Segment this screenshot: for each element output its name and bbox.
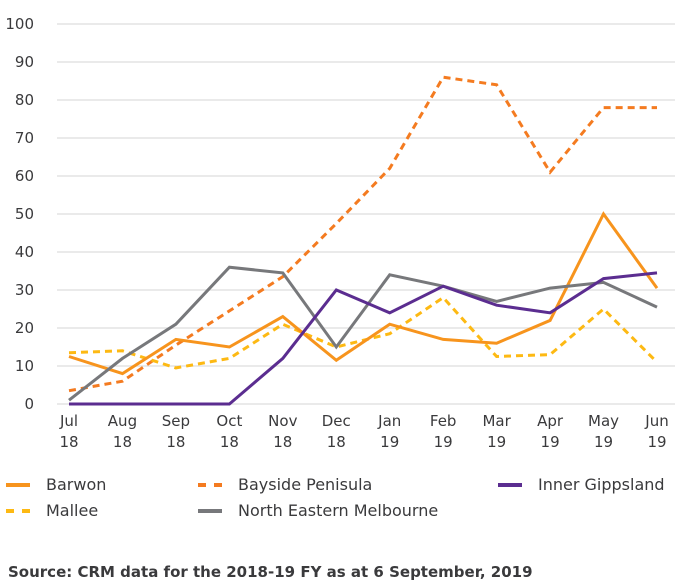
y-tick-label: 80 <box>15 91 34 109</box>
x-tick-label-month: Jun <box>644 412 668 430</box>
y-tick-label: 70 <box>15 129 34 147</box>
y-tick-label: 90 <box>15 53 34 71</box>
y-tick-label: 100 <box>5 15 34 33</box>
x-tick-label-month: Nov <box>268 412 297 430</box>
x-tick-label-year: 18 <box>59 433 78 451</box>
x-tick-label-year: 18 <box>273 433 292 451</box>
x-tick-label-year: 18 <box>327 433 346 451</box>
y-axis-ticks: 0 10 20 30 40 50 60 70 80 90 100 <box>5 15 34 413</box>
x-tick-label-year: 19 <box>434 433 453 451</box>
legend-swatch-bayside-penisula <box>198 482 222 487</box>
gridlines <box>57 23 675 405</box>
series-line-bayside-penisula <box>68 75 657 393</box>
legend-item-north-eastern-melbourne: North Eastern Melbourne <box>198 501 438 520</box>
source-note: Source: CRM data for the 2018-19 FY as a… <box>8 563 533 581</box>
x-tick-label-year: 19 <box>487 433 506 451</box>
x-tick-label-year: 19 <box>541 433 560 451</box>
x-tick-label-month: Jul <box>59 412 78 430</box>
x-tick-label-year: 19 <box>380 433 399 451</box>
legend-item-inner-gippsland: Inner Gippsland <box>498 475 665 494</box>
legend-label: Inner Gippsland <box>538 475 665 494</box>
x-tick-label-year: 18 <box>166 433 185 451</box>
series-lines <box>68 75 659 406</box>
legend-item-mallee: Mallee <box>6 501 98 520</box>
legend-label: Mallee <box>46 501 99 520</box>
x-tick-label-year: 18 <box>220 433 239 451</box>
legend-label: North Eastern Melbourne <box>238 501 439 520</box>
x-axis-ticks: Jul 18 Aug 18 Sep 18 Oct 18 Nov 18 Dec 18 Jan 19 Feb 19… <box>59 412 669 451</box>
y-tick-label: 50 <box>15 205 34 223</box>
series-line-north-eastern-melbourne <box>68 265 658 402</box>
x-tick-label-year: 18 <box>113 433 132 451</box>
legend-item-barwon: Barwon <box>6 475 106 494</box>
y-tick-label: 0 <box>24 395 34 413</box>
line-chart: 0 10 20 30 40 50 60 70 80 90 100 Jul 18 Aug 18 Sep 18 Oc… <box>5 15 675 451</box>
y-tick-label: 60 <box>15 167 34 185</box>
x-tick-label-month: May <box>588 412 619 430</box>
series-line-barwon <box>68 211 659 376</box>
y-tick-label: 20 <box>15 319 34 337</box>
x-tick-label-month: Dec <box>322 412 351 430</box>
legend-label: Barwon <box>46 475 107 494</box>
series-line-mallee <box>68 295 659 370</box>
x-tick-label-month: Aug <box>108 412 137 430</box>
legend: Barwon Bayside Penisula Inner Gippsland … <box>0 475 683 535</box>
x-tick-label-month: Sep <box>162 412 190 430</box>
legend-item-bayside-penisula: Bayside Penisula <box>198 475 372 494</box>
x-tick-label-month: Jan <box>377 412 401 430</box>
legend-swatch-mallee <box>6 508 30 513</box>
x-tick-label-month: Feb <box>430 412 457 430</box>
legend-label: Bayside Penisula <box>238 475 373 494</box>
legend-swatch-inner-gippsland <box>498 482 522 487</box>
x-tick-label-month: Apr <box>537 412 564 430</box>
series-line-inner-gippsland <box>69 271 658 406</box>
legend-swatch-barwon <box>6 482 30 487</box>
x-tick-label-year: 19 <box>594 433 613 451</box>
x-tick-label-year: 19 <box>647 433 666 451</box>
x-tick-label-month: Mar <box>482 412 511 430</box>
y-tick-label: 30 <box>15 281 34 299</box>
y-tick-label: 40 <box>15 243 34 261</box>
legend-swatch-north-eastern-melbourne <box>198 508 222 513</box>
y-tick-label: 10 <box>15 357 34 375</box>
x-tick-label-month: Oct <box>216 412 242 430</box>
